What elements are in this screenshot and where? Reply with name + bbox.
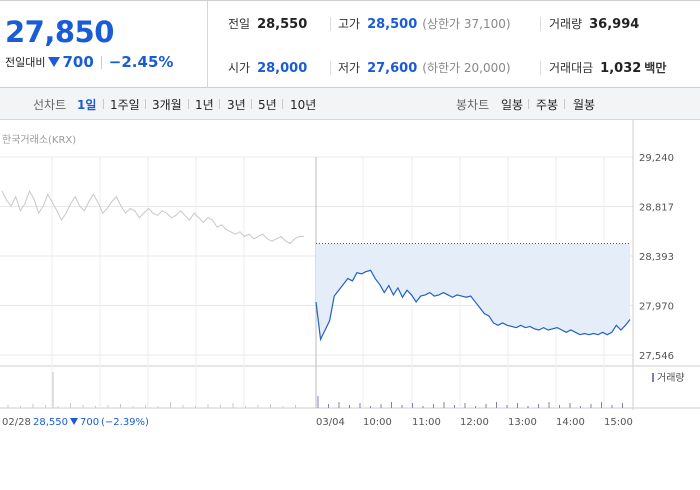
period-1w-button[interactable]: 1주일 [110,98,140,112]
volume-legend-swatch [652,373,654,382]
volume-legend-label: 거래량 [657,372,685,384]
stat-unit: 백만 [644,61,667,75]
divider [540,17,541,31]
period-1y-button[interactable]: 1년 [195,98,214,112]
change-row: 전일대비 700 −2.45% [5,53,173,71]
candle-monthly-button[interactable]: 월봉 [573,98,596,112]
period-1d-button[interactable]: 1일 [77,98,97,112]
candle-daily-button[interactable]: 일봉 [501,98,524,112]
stat-label: 전일 [228,17,251,31]
divider [219,99,220,109]
divider [540,61,541,75]
stat-label: 거래량 [549,17,583,31]
stat-value: 27,600 [367,61,418,76]
x-axis-label: 10:00 [363,417,392,428]
stat-low: 저가 27,600 (하한가 20,000) [338,59,511,76]
y-tick-label: 29,240 [639,153,674,164]
divider [145,99,146,109]
stat-label: 저가 [338,61,361,75]
down-arrow-icon [48,57,61,67]
candle-chart-label: 봉차트 [456,98,490,112]
divider [103,99,104,109]
stock-summary-header: 27,850 전일대비 700 −2.45% 전일 28,550 고가 28,5… [0,0,700,88]
divider [188,99,189,109]
divider [330,17,331,31]
stat-amount: 거래대금 1,032 백만 [549,59,666,76]
x-axis-label: 14:00 [556,417,585,428]
stat-value: 28,000 [257,61,308,76]
divider [100,55,102,69]
divider [528,99,529,109]
stat-label: 거래대금 [549,61,594,75]
prev-day-date: 02/28 [2,417,31,428]
today-series-line [315,269,631,342]
stat-open: 시가 28,000 [228,59,307,76]
x-axis-label: 13:00 [508,417,537,428]
y-tick-label: 28,817 [639,203,674,214]
x-axis-label: 12:00 [460,417,489,428]
period-5y-button[interactable]: 5년 [258,98,277,112]
price-box: 27,850 전일대비 700 −2.45% [0,1,208,88]
y-tick-label: 27,970 [639,302,674,313]
x-axis-label: 11:00 [412,417,441,428]
period-3y-button[interactable]: 3년 [227,98,246,112]
today-area-layer [316,242,630,340]
change-percent: −2.45% [108,53,174,71]
stat-label: 시가 [228,61,251,75]
prev-day-layer [1,189,304,245]
x-axis-label: 15:00 [604,417,633,428]
stat-value: 1,032 [600,61,642,76]
stat-prev-close: 전일 28,550 [228,15,307,32]
today-fill-area [316,243,630,340]
period-10y-button[interactable]: 10년 [290,98,317,112]
today-line-layer [315,269,631,342]
divider [282,99,283,109]
y-axis-ticks: 29,240 28,817 28,393 27,970 27,546 [639,153,674,362]
stat-value: 36,994 [589,17,640,32]
x-axis-labels: 03/04 10:00 11:00 12:00 13:00 14:00 15:00 [316,417,633,428]
change-value: 700 [62,53,94,71]
chart-toolbar: 선차트 1일 1주일 3개월 1년 3년 5년 10년 봉차트 일봉 주봉 월봉 [0,88,700,120]
stat-value: 28,550 [257,17,308,32]
source-label: 한국거래소(KRX) [2,135,77,146]
stat-label: 고가 [338,17,361,31]
stat-value: 28,500 [367,17,418,32]
stat-sub: (하한가 20,000) [422,61,511,75]
prev-day-percent: (−2.39%) [101,417,149,428]
volume-layer: 거래량 [7,372,685,408]
divider [330,61,331,75]
divider [251,99,252,109]
stat-sub: (상한가 37,100) [422,17,511,31]
stat-high: 고가 28,500 (상한가 37,100) [338,15,511,32]
down-arrow-icon [70,418,78,425]
line-chart-label: 선차트 [33,98,67,112]
change-label: 전일대비 [5,56,46,69]
y-tick-label: 28,393 [639,252,674,263]
divider [564,99,565,109]
prev-day-series-line [1,189,304,245]
x-axis-label: 03/04 [316,417,345,428]
candle-weekly-button[interactable]: 주봉 [536,98,559,112]
y-tick-label: 27,546 [639,351,674,362]
stat-volume: 거래량 36,994 [549,15,639,32]
bottom-summary: 02/28 28,550 700 (−2.39%) [2,417,149,428]
prev-day-price: 28,550 [33,417,68,428]
prev-day-change: 700 [80,417,99,428]
current-price: 27,850 [5,15,114,49]
period-3m-button[interactable]: 3개월 [152,98,182,112]
